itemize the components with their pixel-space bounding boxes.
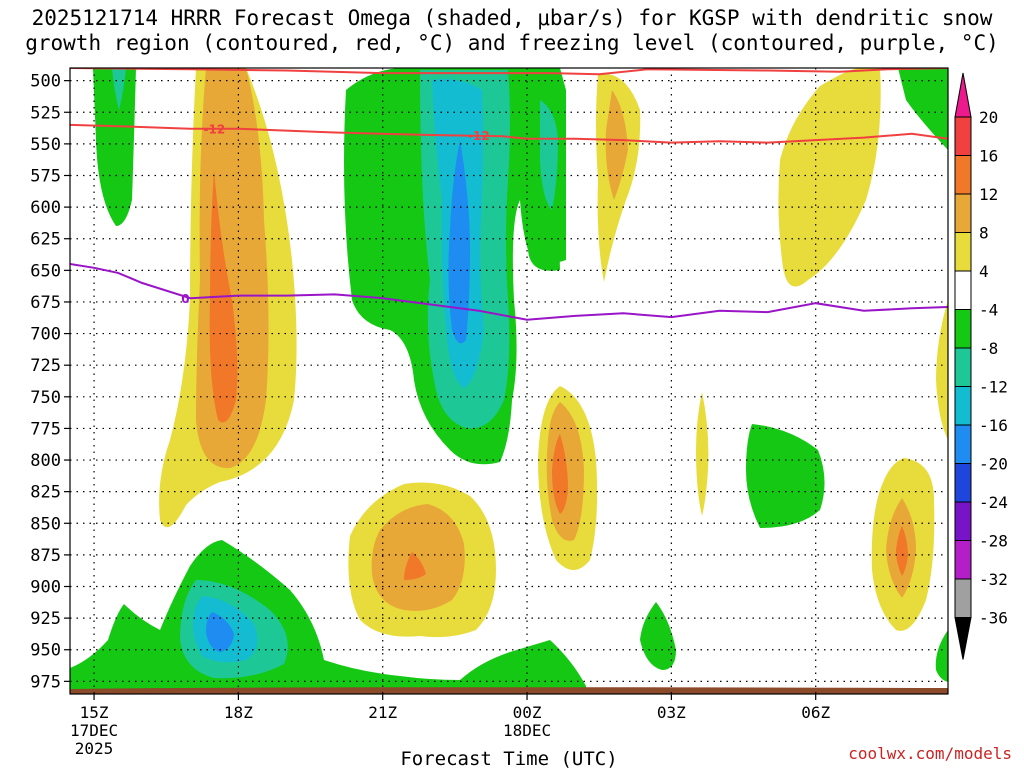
dgz-minus12-contour [70, 123, 948, 144]
terrain-surface [70, 687, 948, 694]
omega-region-00z-orange [552, 434, 568, 514]
y-tick-label: 600 [30, 198, 61, 218]
y-tick-label: 825 [30, 483, 61, 503]
omega-region-22z-blue [448, 140, 470, 344]
x-tick-label: 00Z [513, 703, 542, 722]
x-tick-label: 03Z [657, 703, 686, 722]
y-axis: 500 525 550 575 600 625 650 675 700 725 750 775 800 8… [30, 72, 70, 692]
omega-region-low-green [70, 540, 586, 694]
colorbar-swatch [954, 386, 972, 426]
grid-lines [70, 68, 948, 694]
y-tick-label: 875 [30, 546, 61, 566]
title-line-1: 2025121714 HRRR Forecast Omega (shaded, … [31, 6, 993, 30]
colorbar-label: -4 [979, 301, 998, 320]
colorbar-label: -36 [979, 609, 1008, 628]
y-tick-label: 500 [30, 72, 61, 92]
y-tick-label: 675 [30, 293, 61, 313]
omega-region-07z-orange [896, 526, 908, 576]
colorbar-swatch [954, 155, 972, 195]
omega-region-upper-left-core [112, 68, 126, 110]
omega-region-21z-orange [404, 552, 426, 580]
contour-label: -12 [203, 123, 225, 137]
y-tick-label: 900 [30, 578, 61, 598]
colorbar-swatch [954, 309, 972, 349]
y-tick-label: 950 [30, 641, 61, 661]
x-tick-label: 18Z [224, 703, 253, 722]
colorbar-swatch [954, 270, 972, 310]
colorbar-label: -28 [979, 532, 1008, 551]
colorbar-label: -24 [979, 493, 1008, 512]
omega-region-21z-lightorange [371, 504, 465, 611]
x-tick-label: 15Z [80, 703, 109, 722]
colorbar: 20 16 12 8 4 -4 -8 -12 -16 -20 -24 -28 -32 -36 [954, 72, 1008, 660]
colorbar-label: 20 [979, 108, 998, 127]
y-tick-label: 850 [30, 514, 61, 534]
y-tick-label: 625 [30, 230, 61, 250]
dgz-upper-contour [70, 68, 948, 76]
x-tick-label: 21Z [368, 703, 397, 722]
colorbar-label: -16 [979, 416, 1008, 435]
omega-shading [70, 68, 948, 694]
y-tick-label: 650 [30, 261, 61, 281]
x-tick-label: 06Z [801, 703, 830, 722]
omega-region-01z-lightorange [605, 90, 628, 200]
colorbar-swatch [954, 347, 972, 387]
y-tick-label: 550 [30, 135, 61, 155]
x-tick-date-label: 17DEC [70, 721, 118, 740]
colorbar-bottom-arrow [954, 617, 972, 660]
colorbar-top-arrow [954, 72, 972, 118]
omega-region-00z-teal-upper [540, 100, 558, 210]
title-line-2: growth region (contoured, red, °C) and f… [25, 31, 999, 55]
colorbar-swatch [954, 463, 972, 503]
colorbar-label: -20 [979, 455, 1008, 474]
colorbar-swatch [954, 193, 972, 233]
ground-strip [70, 687, 948, 694]
contour-label: -12 [468, 129, 490, 143]
contour-label: 0 [181, 292, 189, 306]
y-tick-label: 575 [30, 166, 61, 186]
y-tick-label: 525 [30, 103, 61, 123]
credit-text: coolwx.com/models [848, 744, 1012, 763]
freezing-level-contour [70, 263, 948, 321]
colorbar-swatch [954, 232, 972, 272]
colorbar-label: 12 [979, 185, 998, 204]
omega-region-upper-left [93, 68, 136, 226]
omega-region-upper-right-green [898, 68, 948, 150]
y-tick-label: 925 [30, 609, 61, 629]
contour-labels: -12 -12 0 [181, 123, 490, 306]
y-tick-label: 750 [30, 388, 61, 408]
omega-region-05z-yellow [778, 68, 881, 287]
plot-frame [69, 67, 949, 695]
omega-region-low-blue [206, 612, 234, 652]
colorbar-swatch [954, 116, 972, 156]
omega-region-02z-green [640, 602, 676, 670]
colorbar-label: 4 [979, 262, 989, 281]
contour-lines [70, 68, 948, 321]
colorbar-swatch [954, 578, 972, 618]
x-tick-date-label: 18DEC [503, 721, 551, 740]
colorbar-swatch [954, 501, 972, 541]
colorbar-label: -32 [979, 570, 1008, 589]
omega-region-03z-yellow [696, 392, 709, 516]
omega-region-right-bottom-green [935, 630, 948, 682]
colorbar-swatch [954, 424, 972, 464]
y-tick-label: 700 [30, 325, 61, 345]
colorbar-label: -8 [979, 339, 998, 358]
x-axis-label: Forecast Time (UTC) [400, 748, 617, 768]
omega-region-04z-green [746, 424, 825, 528]
y-tick-label: 800 [30, 451, 61, 471]
chart-title: 2025121714 HRRR Forecast Omega (shaded, … [0, 6, 1024, 56]
y-tick-label: 975 [30, 672, 61, 692]
x-tick-year-label: 2025 [75, 739, 114, 758]
y-tick-label: 725 [30, 356, 61, 376]
colorbar-swatch [954, 540, 972, 580]
colorbar-label: 16 [979, 147, 998, 166]
omega-region-right-edge-yellow [936, 300, 948, 440]
y-tick-label: 775 [30, 419, 61, 439]
colorbar-label: -12 [979, 378, 1008, 397]
colorbar-label: 8 [979, 224, 989, 243]
